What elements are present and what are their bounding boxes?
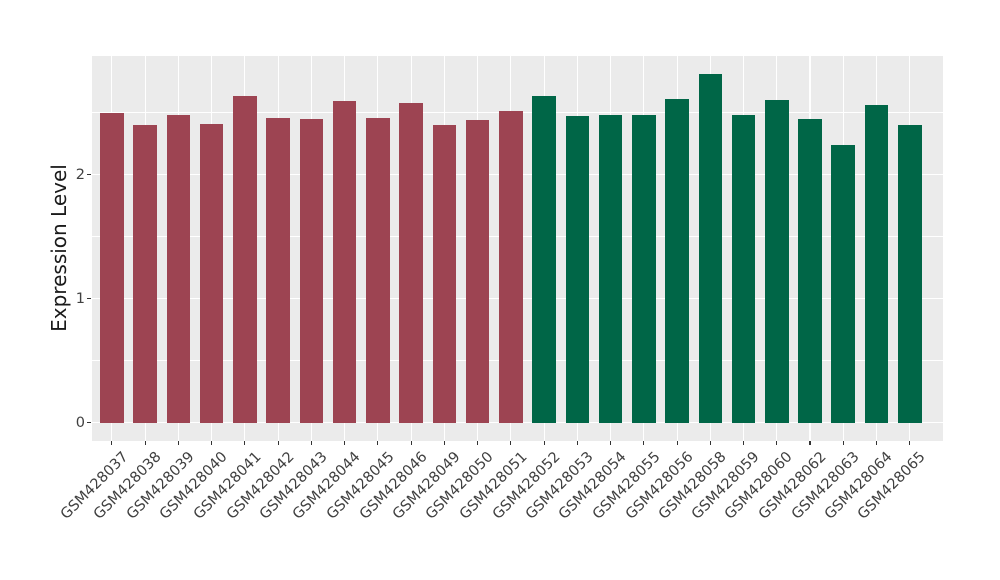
bar-GSM428051 bbox=[499, 111, 523, 423]
bar-GSM428037 bbox=[100, 112, 124, 423]
x-tick-mark bbox=[909, 441, 911, 445]
y-tick-mark bbox=[87, 298, 91, 300]
plot-panel bbox=[92, 56, 943, 441]
bar-GSM428064 bbox=[864, 105, 889, 423]
x-tick-mark bbox=[177, 441, 179, 445]
x-tick-mark bbox=[310, 441, 312, 445]
bar-GSM428056 bbox=[665, 98, 689, 423]
x-tick-mark bbox=[676, 441, 678, 445]
x-tick-mark bbox=[344, 441, 346, 445]
y-tick-label: 0 bbox=[75, 414, 85, 431]
bar-GSM428058 bbox=[698, 74, 723, 423]
bar-GSM428041 bbox=[233, 96, 257, 423]
x-tick-mark bbox=[443, 441, 445, 445]
bar-GSM428049 bbox=[432, 125, 457, 423]
x-tick-mark bbox=[410, 441, 412, 445]
bar-GSM428050 bbox=[465, 120, 490, 423]
x-tick-mark bbox=[377, 441, 379, 445]
x-tick-mark bbox=[144, 441, 146, 445]
x-tick-mark bbox=[543, 441, 545, 445]
x-tick-mark bbox=[643, 441, 645, 445]
bar-GSM428053 bbox=[565, 116, 590, 423]
x-tick-mark bbox=[477, 441, 479, 445]
bar-GSM428052 bbox=[532, 96, 556, 423]
x-tick-mark bbox=[277, 441, 279, 445]
x-tick-mark bbox=[510, 441, 512, 445]
y-tick-label: 2 bbox=[75, 166, 85, 183]
bar-GSM428042 bbox=[266, 117, 290, 423]
x-tick-mark bbox=[842, 441, 844, 445]
bar-GSM428039 bbox=[166, 115, 191, 423]
x-tick-mark bbox=[244, 441, 246, 445]
x-tick-mark bbox=[610, 441, 612, 445]
x-tick-mark bbox=[776, 441, 778, 445]
bar-GSM428055 bbox=[632, 115, 656, 423]
bar-GSM428059 bbox=[731, 115, 756, 423]
bar-GSM428054 bbox=[598, 115, 623, 423]
bar-GSM428063 bbox=[831, 144, 856, 423]
bar-GSM428046 bbox=[399, 102, 423, 423]
bar-GSM428040 bbox=[199, 123, 224, 423]
y-tick-label: 1 bbox=[75, 290, 85, 307]
bar-GSM428043 bbox=[299, 118, 324, 423]
bar-GSM428038 bbox=[133, 125, 157, 423]
x-tick-mark bbox=[742, 441, 745, 445]
bar-GSM428060 bbox=[764, 100, 789, 423]
x-tick-mark bbox=[709, 441, 711, 445]
x-tick-mark bbox=[809, 441, 811, 445]
y-tick-mark bbox=[87, 422, 91, 424]
bar-GSM428062 bbox=[798, 118, 822, 423]
bar-GSM428065 bbox=[897, 125, 922, 423]
y-tick-mark bbox=[87, 174, 91, 176]
major-gridline bbox=[92, 422, 943, 424]
bar-GSM428044 bbox=[332, 101, 357, 423]
bar-GSM428045 bbox=[366, 117, 390, 423]
x-tick-mark bbox=[875, 441, 878, 445]
x-tick-mark bbox=[111, 441, 113, 445]
x-tick-mark bbox=[211, 441, 213, 445]
x-tick-mark bbox=[576, 441, 578, 445]
